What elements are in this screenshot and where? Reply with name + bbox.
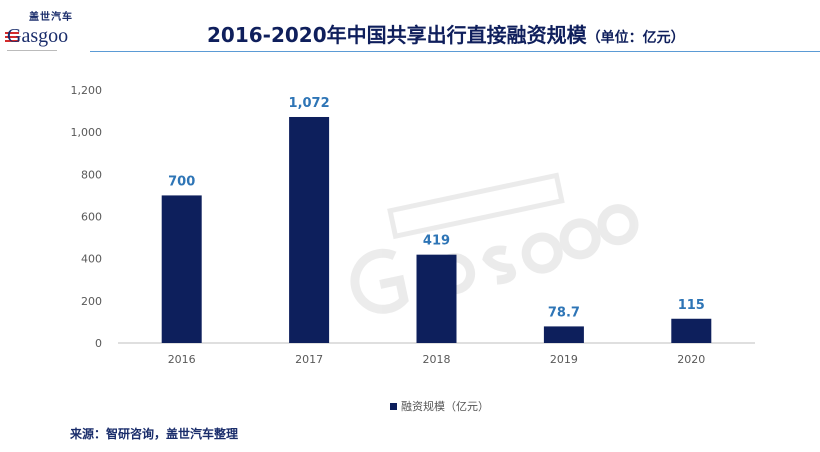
data-label-2020: 115 xyxy=(678,298,705,313)
title-unit: （单位：亿元） xyxy=(586,30,685,46)
watermark-logo xyxy=(350,172,639,314)
logo-en-text: Gasgoo xyxy=(7,25,69,47)
bar-2016 xyxy=(161,195,202,343)
y-tick-label: 800 xyxy=(81,168,102,181)
y-tick-label: 1,200 xyxy=(71,84,103,97)
gasgoo-logo: 盖世汽车 Gasgoo xyxy=(5,12,85,54)
legend-label: 融资规模（亿元） xyxy=(401,400,489,413)
source-note: 来源：智研咨询，盖世汽车整理 xyxy=(70,427,239,441)
x-tick-label: 2020 xyxy=(677,353,705,366)
x-tick-label: 2017 xyxy=(295,353,323,366)
legend-swatch xyxy=(390,402,397,410)
data-label-2017: 1,072 xyxy=(289,96,330,111)
bar-2018 xyxy=(416,254,457,343)
watermark-g2-shape xyxy=(521,232,563,274)
x-tick-label: 2019 xyxy=(550,353,578,366)
legend: 融资规模（亿元） xyxy=(390,398,489,414)
watermark-cn-block xyxy=(387,172,565,240)
y-tick-label: 600 xyxy=(81,211,102,224)
data-label-2019: 78.7 xyxy=(548,305,580,320)
x-tick-label: 2018 xyxy=(423,353,451,366)
y-tick-label: 200 xyxy=(81,295,102,308)
title-text: 2016-2020年中国共享出行直接融资规模 xyxy=(207,23,587,47)
x-tick-label: 2016 xyxy=(168,353,196,366)
header-rule xyxy=(90,51,820,52)
page-title: 2016-2020年中国共享出行直接融资规模（单位：亿元） xyxy=(207,19,685,48)
watermark-g-shape xyxy=(350,248,409,314)
watermark-s-shape xyxy=(482,245,517,285)
logo-divider xyxy=(7,50,57,51)
watermark-o-shape xyxy=(559,218,601,260)
watermark-o2-shape xyxy=(597,204,639,246)
y-tick-label: 1,000 xyxy=(71,126,103,139)
bar-2020 xyxy=(671,318,712,343)
logo-stripes-icon xyxy=(5,32,19,44)
y-tick-label: 400 xyxy=(81,253,102,266)
data-label-2018: 419 xyxy=(423,234,450,249)
bar-2017 xyxy=(289,116,330,343)
data-label-2016: 700 xyxy=(168,174,195,189)
bar-2019 xyxy=(543,326,584,343)
y-tick-label: 0 xyxy=(95,337,102,350)
logo-cn-text: 盖世汽车 xyxy=(29,12,73,23)
